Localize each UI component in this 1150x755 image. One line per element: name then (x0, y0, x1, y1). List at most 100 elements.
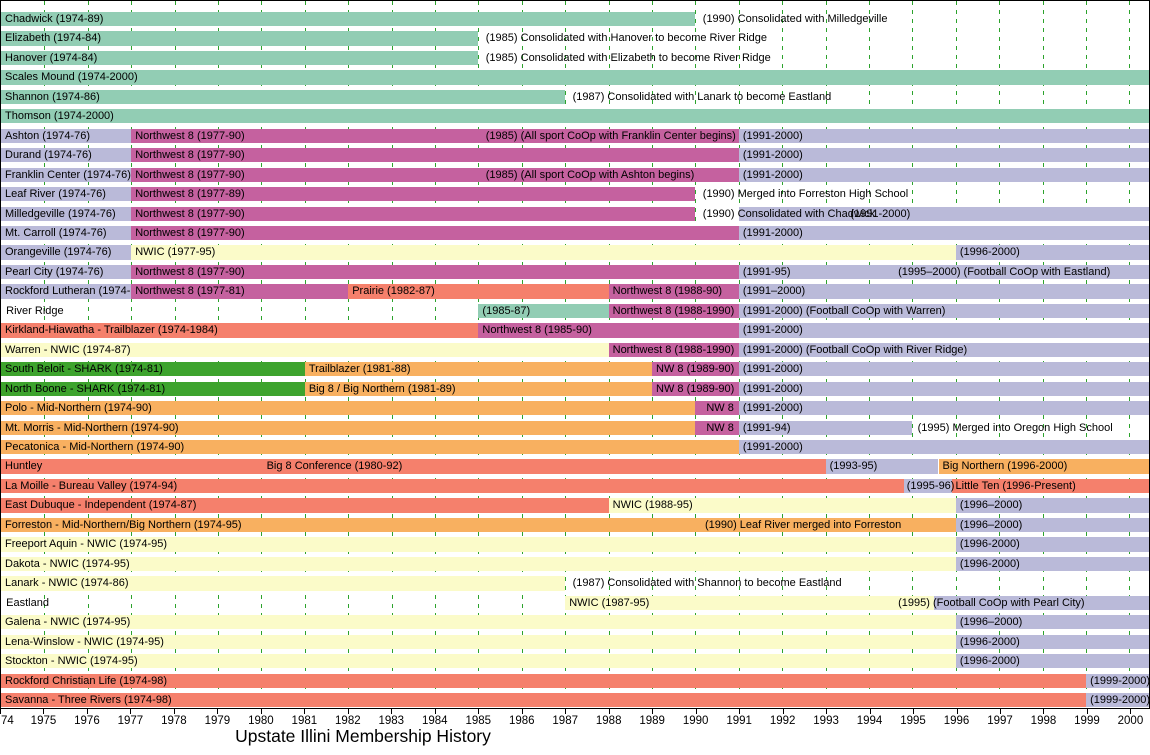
bar-label: Northwest 8 (1985-90) (482, 324, 592, 337)
bar-label: Milledgeville (1974-76) (5, 207, 116, 220)
bar-label: Little Ten (1996-Present) (955, 479, 1076, 492)
timeline-bar: (1991-2000) (738, 440, 1149, 455)
timeline-bar: La Moille - Bureau Valley (1974-94) (1, 478, 904, 494)
timeline-bar: Prairie (1982-87) (348, 284, 609, 299)
bar-label: Northwest 8 (1977-90) (135, 226, 245, 239)
timeline-bar: Mt. Carroll (1974-76) (1, 225, 132, 241)
timeline-bar: (1996-2000) (955, 654, 1149, 669)
bar-label: Northwest 8 (1977-90) (135, 168, 245, 181)
timeline-bar: South Beloit - SHARK (1974-81) (1, 362, 305, 377)
timeline-note: Big 8 Conference (1980-92) (266, 460, 403, 473)
timeline-bar: (1991-94) (738, 420, 913, 435)
bar-label: Freeport Aquin - NWIC (1974-95) (5, 538, 168, 551)
bar-label: Pearl City (1974-76) (5, 265, 104, 278)
axis-tick (86, 709, 88, 714)
axis-tick (913, 709, 915, 714)
axis-tick (478, 709, 480, 714)
timeline-bar: (1999-2000) (1086, 693, 1149, 708)
axis-tick (565, 709, 567, 714)
timeline-bar: (1999-2000) (1086, 673, 1149, 688)
timeline-bar: Mt. Morris - Mid-Northern (1974-90) (1, 420, 696, 435)
timeline-bar: Northwest 8 (1988-90) (608, 284, 739, 299)
axis-tick-label: 1979 (204, 715, 231, 727)
timeline-bar (738, 206, 1149, 221)
timeline-bar: Ashton (1974-76) (1, 128, 132, 143)
timeline-bar: Scales Mound (1974-2000) (1, 70, 1149, 85)
axis-tick-label: 1983 (378, 715, 405, 727)
axis-tick-label: 1981 (291, 715, 318, 727)
bar-label: (1991–2000) (742, 285, 806, 298)
bar-label: Durand (1974-76) (5, 149, 92, 162)
timeline-bar: Northwest 8 (1977-81) (131, 284, 349, 299)
bar-label: Polo - Mid-Northern (1974-90) (5, 402, 152, 415)
timeline-bar: Lanark - NWIC (1974-86) (1, 576, 566, 591)
timeline-note: (1990) Merged into Forreston High School (702, 188, 909, 201)
timeline-bar: Rockford Christian Life (1974-98) (1, 673, 1087, 688)
timeline-bar: Northwest 8 (1977-89) (131, 187, 696, 202)
bar-label: NW 8 (706, 402, 734, 415)
axis-tick-label: 1992 (769, 715, 796, 727)
timeline-bar: Savanna - Three Rivers (1974-98) (1, 693, 1087, 708)
plot-area: Chadwick (1974-89) (1990) Consolidated wi… (0, 0, 1150, 709)
bar-label: Forreston - Mid-Northern/Big Northern (1… (5, 518, 242, 531)
timeline-bar: Milledgeville (1974-76) (1, 206, 132, 221)
timeline-bar: Thomson (1974-2000) (1, 109, 1149, 124)
axis-tick-label: 1987 (552, 715, 578, 727)
timeline-bar: (1996–2000) (955, 498, 1149, 513)
bar-label: NW 8 (706, 421, 734, 434)
timeline-bar: (1991-2000) (738, 401, 1149, 416)
timeline-bar (903, 478, 952, 494)
bar-label: Elizabeth (1974-84) (5, 32, 102, 45)
axis-tick (739, 709, 741, 714)
timeline-note: Eastland (6, 596, 49, 609)
bar-label: Dakota - NWIC (1974-95) (5, 557, 130, 570)
chart-title: Upstate Illini Membership History (235, 726, 491, 746)
timeline-bar: (1991-2000) (738, 225, 1149, 241)
bar-label: La Moille - Bureau Valley (1974-94) (5, 479, 178, 492)
timeline-bar: Kirkland-Hiawatha - Trailblazer (1974-19… (1, 323, 479, 338)
bar-label: Prairie (1982-87) (352, 285, 435, 298)
timeline-bar: NWIC (1988-95) (608, 498, 956, 513)
timeline-bar: Rockford Lutheran (1974-76) (1, 284, 146, 299)
timeline-bar: Little Ten (1996-Present) (951, 478, 1149, 494)
timeline-bar: Freeport Aquin - NWIC (1974-95) (1, 537, 956, 552)
bar-label: (1996-2000) (959, 557, 1020, 570)
axis-tick-label: 1978 (161, 715, 187, 727)
timeline-bar: NW 8 (695, 401, 739, 416)
timeline-bar: Orangeville (1974-76) (1, 245, 132, 260)
bar-label: (1991-2000) (742, 149, 803, 162)
bar-label: (1996-2000) (959, 246, 1020, 259)
timeline-bar: Huntley (1, 459, 826, 474)
bar-label: Trailblazer (1981-88) (308, 363, 411, 376)
timeline-bar: Northwest 8 (1977-90) (131, 148, 739, 163)
axis-tick-label: 1980 (248, 715, 274, 727)
timeline-bar: (1996–2000) (955, 517, 1149, 533)
bar-label: Mt. Carroll (1974-76) (5, 226, 107, 239)
axis-tick-label: 1989 (639, 715, 665, 727)
timeline-bar: Pearl City (1974-76) (1, 264, 132, 280)
timeline-bar: (1985-87) (478, 303, 609, 319)
axis-tick-label: 74 (1, 715, 14, 727)
bar-label: Scales Mound (1974-2000) (5, 71, 138, 84)
bar-label: Hanover (1974-84) (5, 51, 98, 64)
timeline-bar: (1991-2000) (738, 167, 1149, 182)
timeline-bar: (1991-2000) (Football CoOp with Warren) (738, 303, 1149, 319)
bar-label: (1991-2000) (742, 363, 803, 376)
timeline-bar: Northwest 8 (1988-1990) (608, 342, 739, 358)
bar-label: Thomson (1974-2000) (5, 110, 114, 123)
bar-label: (1991-2000) (742, 168, 803, 181)
timeline-bar: Northwest 8 (1977-90) (131, 167, 739, 182)
axis-tick (130, 709, 132, 714)
axis-tick (1000, 709, 1001, 714)
timeline-bar: Stockton - NWIC (1974-95) (1, 654, 956, 669)
timeline-bar: (1991-2000) (738, 323, 1149, 338)
timeline-bar: (1991-2000) (738, 381, 1149, 396)
axis-tick (217, 709, 219, 714)
bar-label: (1996–2000) (959, 518, 1023, 531)
timeline-bar: Big 8 / Big Northern (1981-89) (304, 381, 653, 396)
timeline-note: River Ridge (6, 304, 64, 317)
bar-label: Huntley (5, 460, 43, 473)
axis-tick (608, 709, 610, 714)
bar-label: Northwest 8 (1977-90) (135, 207, 245, 220)
bar-label: Warren - NWIC (1974-87) (5, 343, 131, 356)
